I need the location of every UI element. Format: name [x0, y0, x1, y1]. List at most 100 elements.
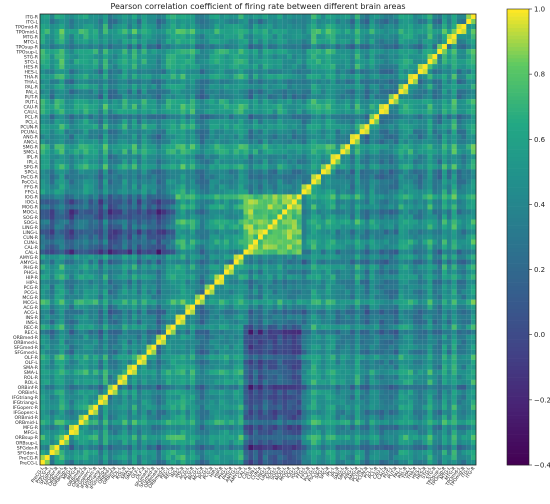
heatmap-cell [219, 24, 225, 30]
heatmap-cell [156, 249, 162, 255]
heatmap-cell [107, 84, 113, 90]
heatmap-cell [224, 234, 230, 240]
heatmap-cell [272, 19, 278, 25]
heatmap-cell [243, 54, 249, 60]
heatmap-cell [175, 274, 181, 280]
heatmap-cell [156, 69, 162, 75]
heatmap-cell [277, 184, 283, 190]
heatmap-cell [398, 154, 404, 160]
heatmap-cell [238, 259, 244, 265]
heatmap-cell [393, 34, 399, 40]
heatmap-cell [136, 24, 142, 30]
heatmap-cell [417, 279, 423, 285]
heatmap-cell [180, 124, 186, 130]
heatmap-cell [122, 249, 128, 255]
heatmap-cell [132, 284, 137, 290]
heatmap-cell [311, 209, 317, 215]
heatmap-cell [442, 239, 448, 245]
heatmap-cell [369, 274, 375, 280]
heatmap-cell [301, 219, 307, 225]
heatmap-cell [325, 244, 331, 250]
heatmap-cell [325, 279, 331, 285]
heatmap-cell [185, 69, 191, 75]
heatmap-cell [112, 14, 118, 20]
heatmap-cell [146, 224, 152, 230]
heatmap-cell [161, 144, 167, 150]
heatmap-cell [98, 249, 104, 255]
heatmap-cell [456, 59, 462, 65]
heatmap-cell [466, 269, 472, 275]
heatmap-cell [64, 244, 70, 250]
heatmap-cell [117, 54, 123, 60]
heatmap-cell [471, 174, 477, 180]
heatmap-cell [451, 124, 457, 130]
heatmap-cell [340, 54, 346, 60]
heatmap-cell [54, 14, 60, 20]
heatmap-cell [190, 24, 196, 30]
heatmap-cell [243, 109, 249, 115]
heatmap-cell [359, 84, 365, 90]
heatmap-cell [393, 144, 399, 150]
heatmap-cell [141, 244, 147, 250]
heatmap-cell [451, 99, 457, 105]
heatmap-cell [238, 79, 244, 85]
heatmap-cell [83, 74, 89, 80]
heatmap-cell [102, 69, 108, 75]
heatmap-cell [170, 194, 176, 200]
heatmap-cell [461, 224, 467, 230]
heatmap-cell [258, 249, 263, 255]
heatmap-cell [214, 139, 220, 145]
heatmap-cell [350, 84, 355, 90]
heatmap-cell [204, 219, 210, 225]
heatmap-cell [156, 54, 162, 60]
heatmap-cell [180, 189, 186, 195]
heatmap-cell [403, 214, 409, 220]
heatmap-cell [136, 199, 142, 205]
heatmap-cell [170, 144, 176, 150]
heatmap-cell [388, 259, 394, 265]
heatmap-cell [214, 244, 220, 250]
heatmap-cell [388, 209, 394, 215]
heatmap-cell [69, 269, 75, 275]
heatmap-cell [311, 279, 317, 285]
heatmap-cell [388, 19, 394, 25]
heatmap-cell [40, 29, 45, 35]
heatmap-cell [422, 104, 428, 110]
heatmap-cell [64, 189, 70, 195]
heatmap-cell [73, 204, 79, 210]
heatmap-cell [54, 229, 60, 235]
heatmap-cell [311, 214, 317, 220]
heatmap-cell [364, 274, 370, 280]
heatmap-cell [466, 159, 472, 165]
heatmap-cell [180, 84, 186, 90]
heatmap-cell [306, 239, 312, 245]
heatmap-cell [49, 149, 55, 155]
heatmap-cell [136, 254, 142, 260]
heatmap-cell [320, 124, 326, 130]
heatmap-cell [359, 204, 365, 210]
heatmap-cell [112, 264, 118, 270]
heatmap-cell [54, 24, 60, 30]
heatmap-cell [146, 234, 152, 240]
heatmap-cell [446, 54, 452, 60]
heatmap-cell [151, 39, 157, 45]
heatmap-cell [204, 254, 210, 260]
heatmap-cell [170, 199, 176, 205]
heatmap-cell [345, 254, 351, 260]
heatmap-cell [364, 194, 370, 200]
heatmap-cell [214, 209, 220, 215]
heatmap-cell [364, 124, 370, 130]
heatmap-cell [185, 44, 191, 50]
heatmap-cell [93, 29, 99, 35]
heatmap-cell [320, 59, 326, 65]
heatmap-cell [350, 104, 355, 110]
heatmap-cell [350, 19, 355, 25]
heatmap-cell [228, 284, 234, 290]
heatmap-cell [345, 144, 351, 150]
heatmap-cell [175, 14, 181, 20]
heatmap-cell [228, 79, 234, 85]
heatmap-cell [102, 264, 108, 270]
heatmap-cell [199, 34, 205, 40]
heatmap-cell [301, 119, 307, 125]
heatmap-cell [180, 109, 186, 115]
